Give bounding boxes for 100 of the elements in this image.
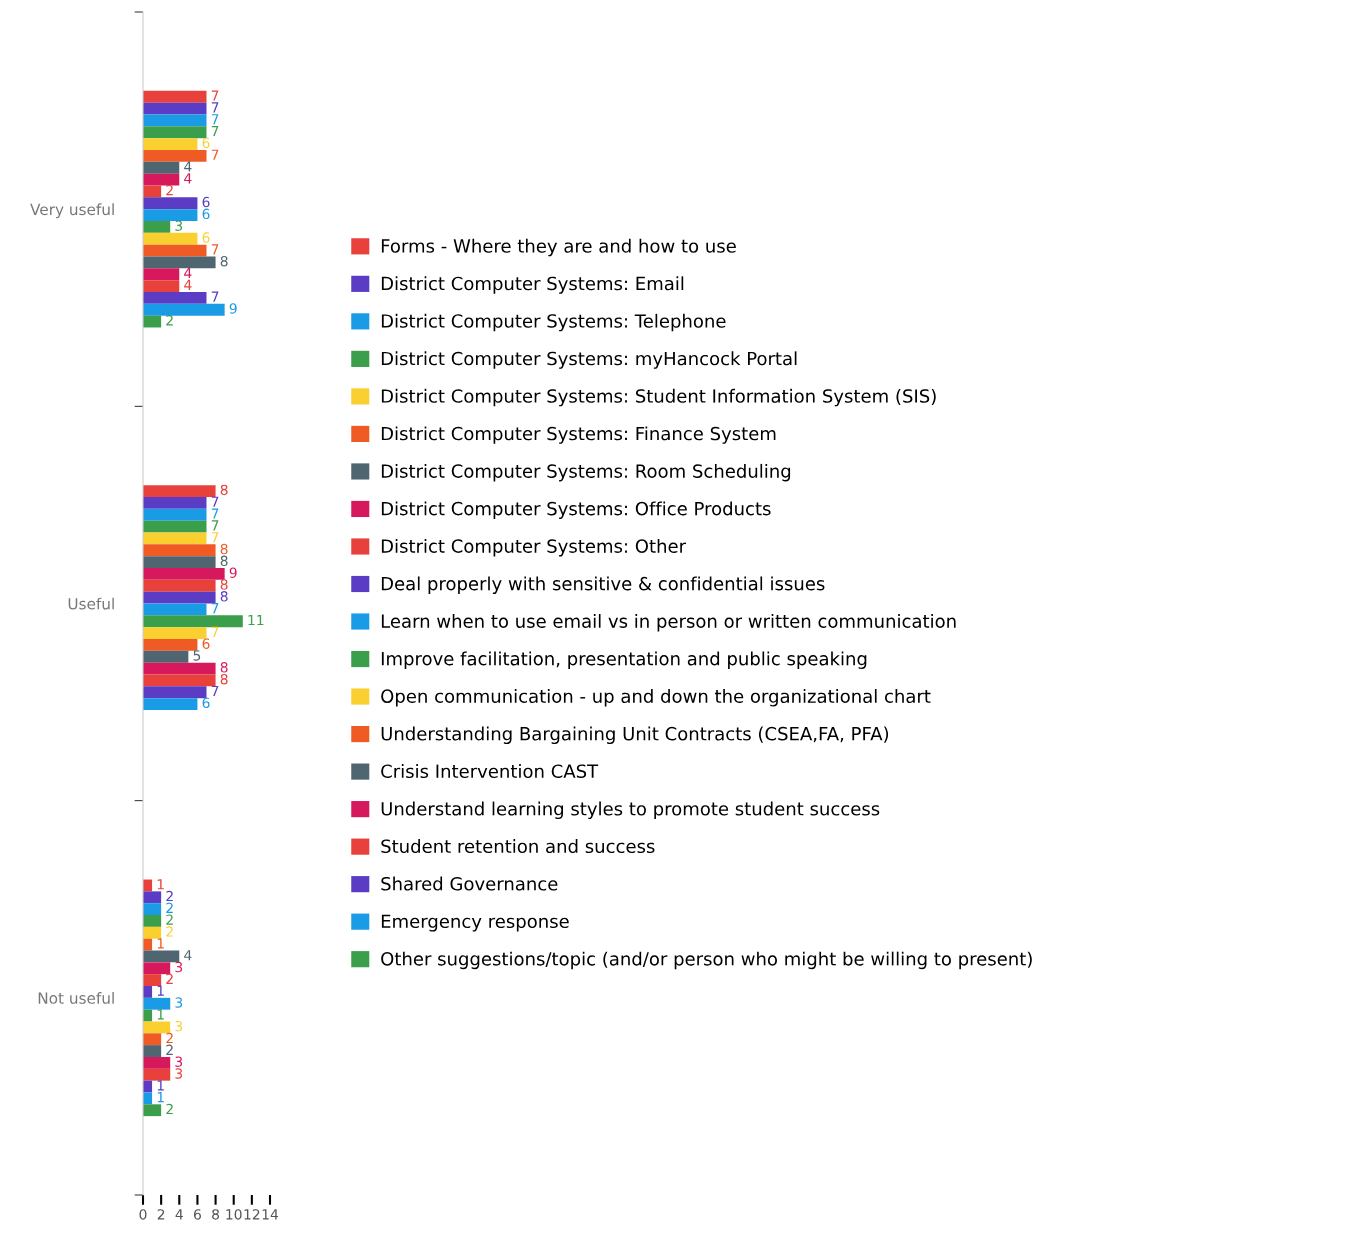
- data-label: 6: [202, 638, 210, 649]
- x-tick-label: 14: [262, 1209, 279, 1220]
- bar: [143, 986, 153, 998]
- data-label: 4: [184, 161, 192, 172]
- legend-label: District Computer Systems: Office Products: [381, 501, 771, 519]
- bar: [143, 197, 198, 210]
- data-label: 3: [175, 1068, 183, 1079]
- bar: [143, 173, 180, 186]
- bar: [143, 1068, 171, 1081]
- bar: [143, 102, 207, 115]
- bar: [143, 114, 207, 127]
- bar: [143, 674, 216, 687]
- legend-label: District Computer Systems: Email: [381, 276, 684, 294]
- data-label: 7: [211, 626, 219, 637]
- data-label: 8: [220, 255, 228, 267]
- legend-label: Open communication - up and down the organizational chart: [381, 689, 931, 707]
- bar: [143, 638, 198, 651]
- bar: [143, 244, 207, 257]
- legend-label: Understanding Bargaining Unit Contracts (CSEA,FA, PFA): [381, 726, 889, 745]
- y-tick-label: Not useful: [38, 992, 114, 1004]
- legend-label: Student retention and success: [381, 839, 655, 854]
- data-label: 11: [248, 614, 264, 626]
- legend-label: District Computer Systems: Room Scheduling: [381, 463, 791, 482]
- bar: [143, 950, 180, 963]
- data-label: 3: [175, 1020, 183, 1032]
- legend-label: Forms - Where they are and how to use: [381, 238, 736, 257]
- data-label: 1: [157, 1080, 164, 1091]
- data-label: 8: [220, 543, 228, 555]
- data-label: 3: [175, 220, 183, 231]
- bar: [143, 1033, 162, 1046]
- data-label: 7: [211, 102, 219, 113]
- data-label: 7: [211, 532, 219, 543]
- data-label: 2: [166, 1032, 173, 1044]
- legend-label: Shared Governance: [381, 876, 558, 891]
- data-label: 9: [229, 567, 237, 578]
- data-label: 4: [184, 267, 192, 279]
- data-label: 1: [157, 938, 164, 949]
- data-label: 1: [157, 985, 164, 996]
- data-label: 2: [166, 926, 173, 937]
- bar: [143, 126, 207, 139]
- data-label: 9: [229, 303, 237, 314]
- bar: [143, 556, 216, 569]
- data-label: 8: [220, 484, 228, 496]
- legend-label: Learn when to use email vs in person or written communication: [381, 613, 956, 632]
- data-label: 8: [220, 673, 228, 685]
- bar: [143, 520, 207, 533]
- bar: [143, 138, 198, 151]
- data-label: 8: [220, 579, 228, 590]
- data-label: 1: [157, 879, 164, 890]
- data-label: 7: [211, 90, 219, 101]
- data-label: 3: [175, 1056, 183, 1067]
- data-label: 2: [166, 973, 173, 984]
- data-label: 8: [220, 591, 228, 602]
- data-label: 7: [211, 520, 219, 531]
- bar: [143, 232, 198, 245]
- x-tick-label: 0: [139, 1209, 147, 1220]
- bar: [143, 662, 216, 675]
- data-label: 7: [211, 149, 219, 160]
- bar: [143, 962, 171, 975]
- bar: [143, 268, 180, 281]
- data-label: 4: [184, 950, 192, 961]
- legend-label: Crisis Intervention CAST: [381, 764, 599, 779]
- bar: [143, 579, 216, 592]
- legend-label: District Computer Systems: Finance System: [381, 426, 776, 444]
- bar: [143, 926, 162, 939]
- bar: [143, 508, 207, 521]
- data-label: 8: [220, 662, 228, 673]
- bar: [143, 256, 216, 269]
- bar: [143, 303, 225, 316]
- bar: [143, 903, 162, 916]
- bar: [143, 974, 162, 986]
- data-label: 2: [166, 1044, 173, 1055]
- bar: [143, 1104, 162, 1117]
- data-label: 2: [166, 890, 173, 902]
- bar: [143, 1045, 162, 1057]
- data-label: 4: [184, 173, 192, 184]
- data-label: 5: [193, 650, 201, 661]
- bar: [143, 544, 216, 557]
- x-tick-label: 2: [157, 1209, 165, 1220]
- data-label: 1: [157, 1092, 164, 1103]
- bar: [143, 997, 171, 1010]
- data-label: 7: [211, 496, 219, 507]
- bar: [143, 1092, 153, 1105]
- bar: [143, 568, 225, 580]
- legend-label: Deal properly with sensitive & confidential issues: [381, 576, 825, 594]
- y-tick-label: Very useful: [30, 203, 114, 219]
- x-tick-label: 12: [244, 1209, 260, 1220]
- data-label: 8: [220, 555, 228, 567]
- data-label: 7: [211, 685, 219, 697]
- data-label: 7: [211, 291, 219, 302]
- x-tick-label: 8: [212, 1209, 220, 1220]
- bar: [143, 150, 207, 162]
- data-label: 2: [166, 315, 173, 326]
- bar: [143, 938, 153, 951]
- legend-label: Understand learning styles to promote student success: [381, 801, 880, 820]
- legend-label: District Computer Systems: Telephone: [381, 313, 726, 332]
- bar: [143, 615, 243, 628]
- legend-label: District Computer Systems: Student Information System (SIS): [381, 388, 936, 407]
- data-label: 3: [175, 961, 183, 973]
- data-label: 2: [166, 902, 173, 913]
